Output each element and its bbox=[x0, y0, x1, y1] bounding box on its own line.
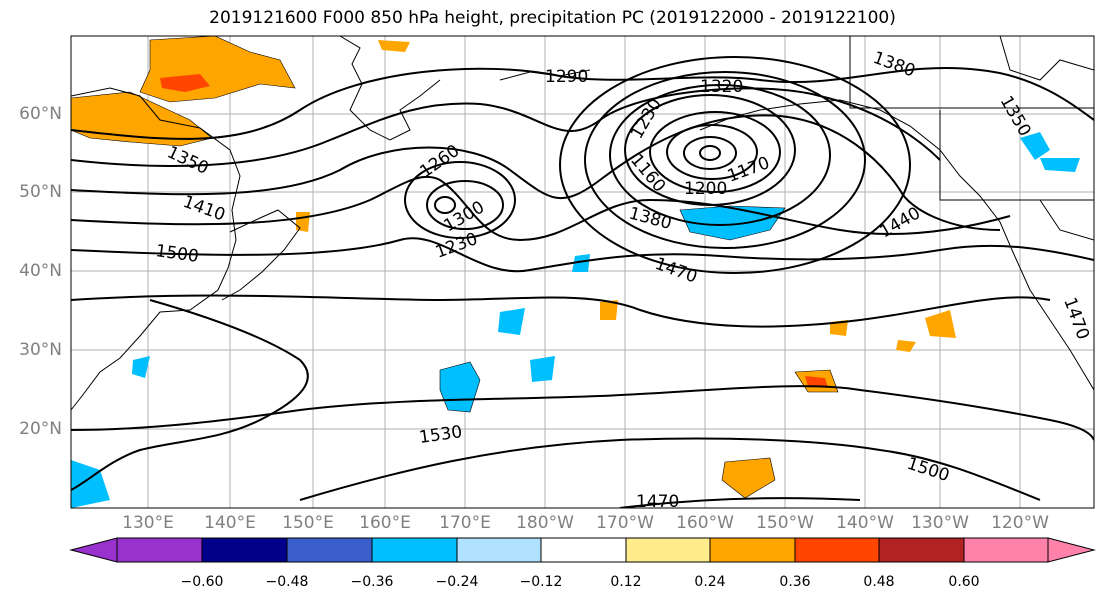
height-contours bbox=[71, 56, 1094, 508]
precip-positive-east bbox=[925, 310, 956, 338]
precip-positive-kamchatka bbox=[378, 40, 410, 52]
colorbar-tick: −0.48 bbox=[265, 574, 309, 590]
contour-label: 1320 bbox=[700, 77, 743, 97]
colorbar-segment bbox=[371, 537, 458, 563]
colorbar-segment bbox=[116, 537, 203, 563]
precip-shading bbox=[71, 36, 1080, 508]
colorbar-tick: −0.12 bbox=[519, 574, 563, 590]
precip-positive-hawaii-s bbox=[721, 457, 776, 499]
colorbar-tick: 0.36 bbox=[779, 574, 811, 590]
lon-label: 130°W bbox=[911, 513, 969, 533]
lon-label: 150°W bbox=[756, 513, 814, 533]
lon-label: 120°W bbox=[991, 513, 1049, 533]
colorbar-segment bbox=[456, 537, 542, 563]
precip-strong-siberia bbox=[160, 74, 210, 92]
colorbar-tick: 0.60 bbox=[948, 574, 980, 590]
colorbar-tick: 0.24 bbox=[694, 574, 726, 590]
lon-label: 160°W bbox=[676, 513, 734, 533]
colorbar-tick: 0.48 bbox=[863, 574, 895, 590]
lon-label: 180°W bbox=[516, 513, 574, 533]
lat-label: 20°N bbox=[19, 419, 62, 439]
lon-label: 160°E bbox=[359, 513, 411, 533]
colorbar-segment bbox=[286, 537, 373, 563]
colorbar-segment bbox=[625, 537, 711, 563]
colorbar-segment bbox=[709, 537, 796, 563]
precip-negative-philippine bbox=[132, 356, 150, 378]
colorbar-segment bbox=[963, 537, 1049, 563]
colorbar-tick: −0.60 bbox=[180, 574, 224, 590]
lon-label: 140°W bbox=[836, 513, 894, 533]
lon-label: 170°W bbox=[596, 513, 654, 533]
colorbar-tick: −0.36 bbox=[350, 574, 394, 590]
colorbar-extend-low bbox=[69, 537, 118, 563]
lon-label: 170°E bbox=[439, 513, 491, 533]
colorbar-segment bbox=[878, 537, 965, 563]
contour-label: 1290 bbox=[545, 67, 588, 87]
precip-negative-aleutian bbox=[679, 205, 786, 241]
colorbar-segment bbox=[540, 537, 627, 563]
contour-label: 1200 bbox=[684, 179, 727, 199]
colorbar-tick: −0.24 bbox=[435, 574, 479, 590]
lat-label: 30°N bbox=[19, 340, 62, 360]
precip-negative-pacific2 bbox=[530, 356, 555, 382]
lat-label: 40°N bbox=[19, 261, 62, 281]
gridlines bbox=[71, 36, 1094, 508]
colorbar-tick: 0.12 bbox=[610, 574, 642, 590]
coastlines bbox=[71, 36, 1094, 411]
precip-negative-pacific4 bbox=[572, 254, 590, 272]
lat-label: 50°N bbox=[19, 182, 62, 202]
map-frame bbox=[70, 35, 1095, 509]
precip-negative-pacific3 bbox=[498, 308, 525, 335]
colorbar bbox=[69, 537, 1096, 563]
lon-label: 130°E bbox=[122, 513, 174, 533]
colorbar-segment bbox=[794, 537, 880, 563]
colorbar-segment bbox=[201, 537, 288, 563]
precip-negative-gulf bbox=[1020, 132, 1080, 172]
precip-strong-hawaii-ne bbox=[805, 376, 828, 388]
chart-title: 2019121600 F000 850 hPa height, precipit… bbox=[209, 8, 896, 28]
precip-positive-okhotsk bbox=[71, 91, 213, 147]
lat-label: 60°N bbox=[19, 104, 62, 124]
lon-label: 150°E bbox=[282, 513, 334, 533]
colorbar-extend-high bbox=[1047, 537, 1096, 563]
contour-label: 1470 bbox=[636, 492, 679, 512]
lon-label: 140°E bbox=[204, 513, 256, 533]
